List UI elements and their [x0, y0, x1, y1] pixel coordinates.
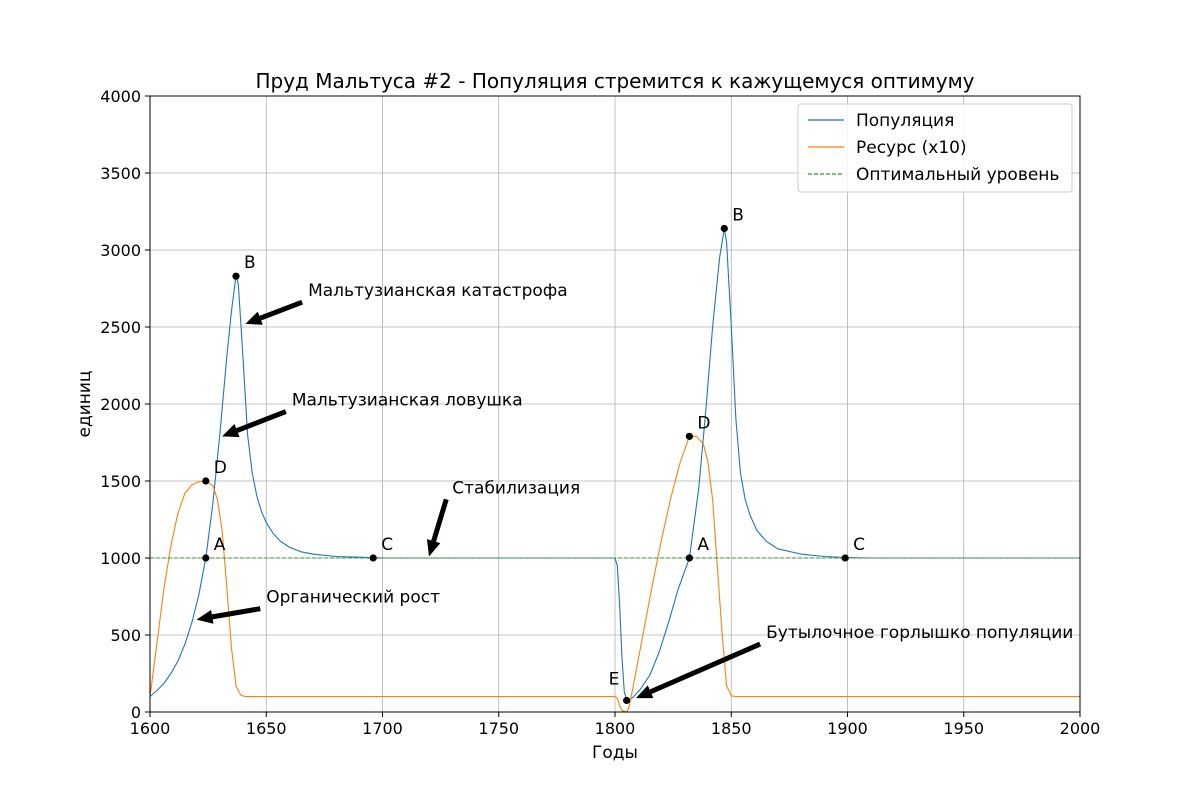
marker-point: [202, 477, 210, 485]
x-tick-label: 1800: [595, 719, 636, 738]
annotation-text: Мальтузианская ловушка: [292, 391, 523, 411]
annotation-arrow-shaft: [236, 409, 287, 433]
x-tick-label: 1900: [827, 719, 868, 738]
marker-label: A: [214, 535, 226, 555]
x-tick-label: 2000: [1060, 719, 1101, 738]
x-tick-label: 1650: [246, 719, 287, 738]
marker-point: [685, 554, 694, 562]
y-axis-ticks: 0 500 1000 1500 2000 2500 3000 3500 4000: [100, 87, 150, 722]
series-layer: [149, 228, 1080, 713]
legend-box: [797, 103, 1073, 193]
annotation-arrow-shaft: [649, 641, 762, 695]
marker-point: [685, 432, 694, 440]
x-axis-label: Годы: [592, 743, 638, 763]
y-tick-label: 1000: [100, 549, 141, 568]
marker-label: C: [853, 535, 865, 555]
marker-point: [232, 272, 240, 280]
y-tick-label: 3500: [100, 164, 141, 183]
marker-label: E: [609, 669, 620, 689]
marker-label: A: [697, 535, 709, 555]
y-tick-label: 2500: [100, 318, 141, 337]
marker-label: B: [244, 253, 256, 273]
y-tick-label: 2000: [100, 395, 141, 414]
annotation-layer: Мальтузианская катастрофа Мальтузианская …: [196, 281, 1073, 699]
y-tick-label: 4000: [100, 87, 141, 106]
marker-layer: A B C D E A B C D: [202, 205, 865, 705]
legend-label-2: Ресурс (х10): [856, 138, 967, 158]
marker-point: [720, 224, 728, 233]
annotation-arrow-head: [222, 424, 240, 438]
legend: Популяция Ресурс (х10) Оптимальный уровень: [797, 103, 1073, 193]
annotation-arrow-shaft: [259, 299, 303, 321]
marker-point: [841, 554, 849, 562]
x-tick-label: 1850: [711, 719, 752, 738]
y-axis-label: единиц: [75, 371, 95, 438]
marker-label: C: [381, 535, 393, 555]
legend-label-1: Популяция: [856, 111, 954, 131]
annotation-arrow-head: [635, 685, 654, 699]
annotation-text: Стабилизация: [452, 478, 580, 498]
x-tick-label: 1750: [478, 719, 519, 738]
annotation-arrow-shaft: [431, 498, 449, 542]
annotation-arrow-head: [245, 311, 263, 325]
marker-label: D: [214, 458, 227, 478]
marker-point: [369, 554, 377, 562]
y-tick-label: 1500: [100, 472, 141, 491]
annotation-arrow-head: [196, 609, 214, 624]
y-tick-label: 3000: [100, 241, 141, 260]
marker-point: [623, 696, 631, 705]
series-line-2: [149, 435, 1080, 713]
annotation-text: Мальтузианская катастрофа: [308, 281, 568, 301]
annotation-text: Органический рост: [266, 588, 440, 608]
marker-label: D: [697, 413, 710, 433]
x-tick-label: 1950: [943, 719, 984, 738]
chart-title: Пруд Мальтуса #2 - Популяция стремится к…: [255, 69, 974, 93]
annotation-text: Бутылочное горлышко популяции: [766, 623, 1073, 643]
x-tick-label: 1600: [130, 719, 171, 738]
marker-point: [202, 554, 210, 562]
legend-label-3: Оптимальный уровень: [856, 165, 1059, 185]
y-tick-label: 500: [110, 626, 141, 645]
x-axis-ticks: 1600 1650 1700 1750 1800 1850 1900 1950 2000: [130, 712, 1101, 738]
marker-label: B: [732, 205, 744, 225]
annotation-arrow-shaft: [211, 606, 261, 620]
y-tick-label: 0: [131, 703, 141, 722]
annotation-arrow-head: [426, 539, 441, 557]
x-tick-label: 1700: [362, 719, 403, 738]
